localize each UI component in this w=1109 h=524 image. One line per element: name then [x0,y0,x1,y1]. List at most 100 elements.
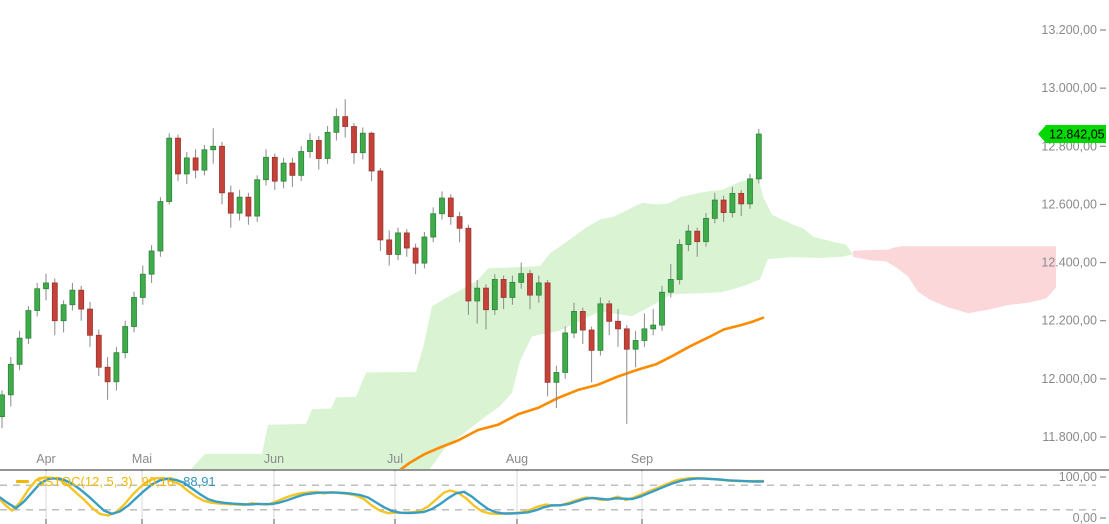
candle [131,291,137,333]
sstoc-label: SSTOC(12, 5, 3) [36,474,133,489]
candle [359,127,366,160]
candle [95,329,102,376]
candle-body-up [34,288,41,311]
candle-body-up [236,196,243,214]
candle-body-down [588,329,595,351]
candle-body-down [606,303,613,322]
x-axis-label: Aug [506,452,528,466]
sstoc-d-value: 88,91 [183,474,216,489]
candle-body-down [271,156,278,182]
candle [667,264,674,298]
candle [263,149,269,186]
candle-body-down [465,227,472,302]
candle-body-down [623,328,630,350]
candle [315,136,322,170]
candle [395,227,401,261]
y-axis-label: 13.200,00 [1041,23,1097,37]
candle-body-up [60,304,67,322]
candle-body-down [720,199,727,213]
candle [685,224,692,251]
candle-body-up [0,394,5,418]
candle-body-down [219,145,225,194]
stoch-axis-label: 100,00 [1059,470,1097,484]
candle [166,133,173,205]
candle [606,300,613,336]
candle-body-up [685,230,692,245]
candle-body-down [527,273,533,296]
candle-body-down [500,279,507,298]
candle [333,108,340,141]
candle [139,265,146,305]
candle-body-up [430,213,437,238]
sstoc-swatch-icon [16,480,29,483]
candle-body-down [403,232,410,249]
candle [25,306,32,344]
candle [711,192,718,224]
candle-body-up [518,273,525,283]
candle [175,134,181,182]
candle-body-down [456,216,463,229]
candle-body-up [157,201,164,252]
candle-body-up [553,372,560,383]
x-axis-label: Sep [631,452,653,466]
candle-body-up [659,291,665,326]
candle-body-up [166,137,173,202]
stochastic-d-line [0,477,765,516]
sstoc-k-value: 90,16 [141,474,175,489]
candle [500,275,507,310]
candle-body-up [333,116,340,133]
stoch-axis-label: 0,00 [1073,511,1097,524]
candle [676,239,683,285]
candle [298,146,305,182]
candle [78,285,85,321]
candle [157,197,164,257]
ichimoku-red-cloud [853,246,1056,314]
candle-body-up [395,232,401,255]
y-axis-label: 12.400,00 [1041,256,1097,270]
candle-body-down [192,157,199,171]
candle-body-up [439,197,445,215]
candle-body-up [7,363,14,396]
candle [421,232,428,269]
candle-body-up [16,337,23,365]
candle [571,302,577,339]
candle-body-up [324,131,331,159]
candle [342,99,349,138]
candle-body-up [139,273,146,298]
candle [307,133,313,158]
candle-body-up [69,289,76,306]
candle [439,191,445,220]
candle [289,157,296,187]
candle [7,357,14,407]
candle-body-down [175,137,181,175]
y-axis-label: 12.000,00 [1041,372,1097,386]
candle [34,282,41,317]
candle [456,211,463,243]
candle-body-up [641,328,648,341]
candle-body-down [386,239,393,255]
y-axis-label: 12.200,00 [1041,314,1097,328]
candle [280,157,287,189]
main-plot-area[interactable] [0,99,1056,475]
candle-body-up [747,178,753,205]
candle-body-up [509,281,516,298]
candle [579,307,586,344]
candle [324,125,331,164]
candle [527,269,533,310]
stochastic-panel[interactable]: 100,00 0,00 [0,470,1106,524]
candle [615,309,621,347]
candle-body-up [421,236,428,264]
candle [201,144,208,176]
candle [245,192,252,225]
baseline-indicator-line [399,316,765,469]
candle [474,280,481,324]
candle [755,128,762,184]
candle [210,128,217,164]
candle-body-up [676,244,683,280]
candle-body-down [694,230,701,243]
stochastic-legend[interactable]: SSTOC(12, 5, 3) 90,16 88,91 [16,474,216,489]
candle-body-down [377,170,384,241]
candle-body-up [474,287,481,302]
